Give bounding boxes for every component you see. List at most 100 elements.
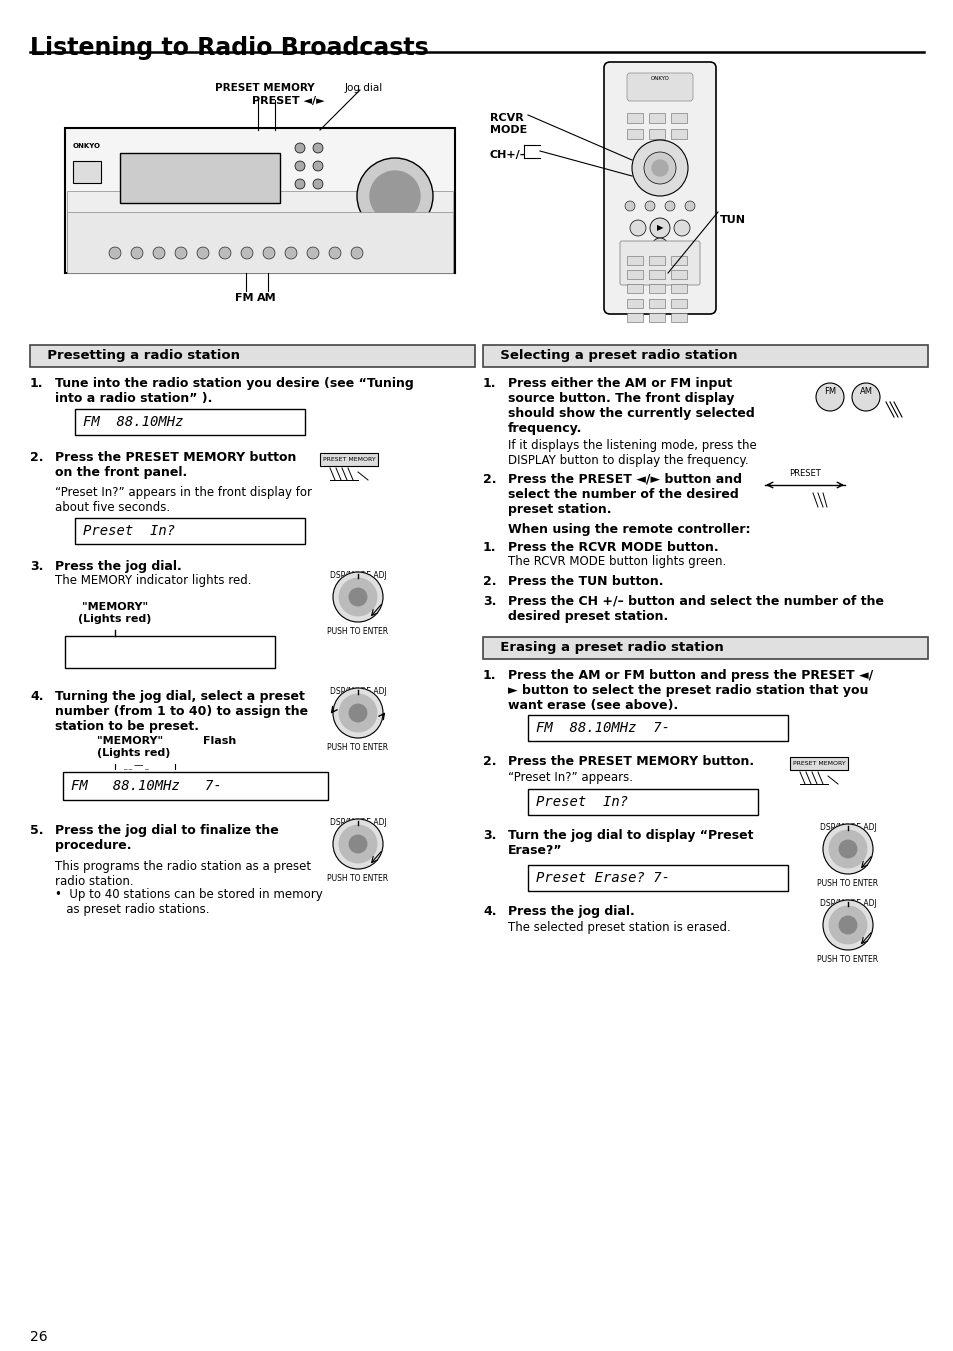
Text: 4.: 4. <box>482 905 496 917</box>
Text: Press the PRESET MEMORY button.: Press the PRESET MEMORY button. <box>507 755 753 767</box>
Bar <box>626 113 642 123</box>
Text: Press the jog dial.: Press the jog dial. <box>507 905 634 917</box>
Bar <box>648 128 664 139</box>
Text: Preset Erase? 7-: Preset Erase? 7- <box>536 871 669 885</box>
Circle shape <box>644 201 655 211</box>
Text: _ _ ── _: _ _ ── _ <box>123 765 149 770</box>
Text: TUN: TUN <box>720 215 745 226</box>
Bar <box>30 345 475 367</box>
Text: FM: FM <box>234 293 253 303</box>
Text: ▶: ▶ <box>656 223 662 232</box>
Circle shape <box>828 831 866 867</box>
Text: 2.: 2. <box>482 576 496 588</box>
Bar <box>482 638 927 659</box>
Text: Press the TUN button.: Press the TUN button. <box>507 576 662 588</box>
Circle shape <box>196 247 209 259</box>
Circle shape <box>313 161 323 172</box>
Text: AM: AM <box>859 388 872 396</box>
Circle shape <box>294 143 305 153</box>
Circle shape <box>851 382 879 411</box>
Bar <box>670 270 686 280</box>
FancyBboxPatch shape <box>626 73 692 101</box>
Bar <box>789 757 847 770</box>
Circle shape <box>349 704 366 721</box>
Text: PRESET MEMORY: PRESET MEMORY <box>792 761 844 766</box>
Circle shape <box>174 247 187 259</box>
Text: 2.: 2. <box>30 451 44 463</box>
Text: Erasing a preset radio station: Erasing a preset radio station <box>491 642 723 654</box>
Text: •  Up to 40 stations can be stored in memory
   as preset radio stations.: • Up to 40 stations can be stored in mem… <box>55 888 322 916</box>
Text: 1.: 1. <box>482 377 496 390</box>
Text: 3.: 3. <box>482 830 496 842</box>
Text: CH+/–: CH+/– <box>490 150 526 159</box>
Bar <box>670 255 686 265</box>
Text: PUSH TO ENTER: PUSH TO ENTER <box>327 743 388 753</box>
Bar <box>626 270 642 280</box>
Text: AM: AM <box>256 293 276 303</box>
Text: Press the CH +/– button and select the number of the
desired preset station.: Press the CH +/– button and select the n… <box>507 594 883 623</box>
Text: 26: 26 <box>30 1329 48 1344</box>
Text: PUSH TO ENTER: PUSH TO ENTER <box>817 955 878 965</box>
Bar <box>670 313 686 322</box>
FancyBboxPatch shape <box>603 62 716 313</box>
Bar <box>648 113 664 123</box>
Circle shape <box>822 900 872 950</box>
Text: Press the PRESET ◄/► button and
select the number of the desired
preset station.: Press the PRESET ◄/► button and select t… <box>507 473 741 516</box>
Circle shape <box>339 694 376 732</box>
Text: The MEMORY indicator lights red.: The MEMORY indicator lights red. <box>55 574 252 586</box>
Text: PRESET MEMORY: PRESET MEMORY <box>322 457 375 462</box>
Circle shape <box>263 247 274 259</box>
Circle shape <box>629 220 645 236</box>
Bar <box>670 284 686 293</box>
Circle shape <box>294 178 305 189</box>
Bar <box>626 284 642 293</box>
Bar <box>527 715 787 740</box>
Circle shape <box>356 158 433 234</box>
Circle shape <box>684 201 695 211</box>
Text: FM  88.10MHz  7-: FM 88.10MHz 7- <box>536 721 669 735</box>
Text: 2.: 2. <box>482 473 496 486</box>
Text: DSP/MODE ADJ: DSP/MODE ADJ <box>330 817 386 827</box>
Text: 1.: 1. <box>482 669 496 682</box>
Bar <box>527 789 758 815</box>
Text: DSP/MODE ADJ: DSP/MODE ADJ <box>819 898 876 908</box>
Circle shape <box>241 247 253 259</box>
Text: If it displays the listening mode, press the
DISPLAY button to display the frequ: If it displays the listening mode, press… <box>507 439 756 467</box>
Bar <box>626 128 642 139</box>
Circle shape <box>370 172 419 222</box>
Text: Selecting a preset radio station: Selecting a preset radio station <box>491 350 737 362</box>
Text: Turning the jog dial, select a preset
number (from 1 to 40) to assign the
statio: Turning the jog dial, select a preset nu… <box>55 690 308 734</box>
Text: DSP/MODE ADJ: DSP/MODE ADJ <box>819 823 876 832</box>
Circle shape <box>131 247 143 259</box>
Text: DSP/MODE ADJ: DSP/MODE ADJ <box>330 571 386 580</box>
Circle shape <box>329 247 340 259</box>
Bar <box>120 153 280 203</box>
Circle shape <box>624 201 635 211</box>
Circle shape <box>294 161 305 172</box>
FancyBboxPatch shape <box>619 240 700 285</box>
Circle shape <box>351 247 363 259</box>
Text: ONKYO: ONKYO <box>650 76 669 81</box>
Text: Press the AM or FM button and press the PRESET ◄/
► button to select the preset : Press the AM or FM button and press the … <box>507 669 872 712</box>
Bar <box>65 128 455 273</box>
Circle shape <box>349 588 366 605</box>
Circle shape <box>643 153 676 184</box>
Bar <box>648 284 664 293</box>
Bar <box>670 128 686 139</box>
Bar <box>319 453 377 466</box>
Circle shape <box>349 835 366 852</box>
Text: 2.: 2. <box>482 755 496 767</box>
Text: Listening to Radio Broadcasts: Listening to Radio Broadcasts <box>30 36 428 59</box>
Circle shape <box>307 247 318 259</box>
Circle shape <box>333 571 382 621</box>
Bar <box>648 270 664 280</box>
Bar <box>648 255 664 265</box>
Circle shape <box>815 382 843 411</box>
Circle shape <box>822 824 872 874</box>
Text: Press the RCVR MODE button.: Press the RCVR MODE button. <box>507 540 718 554</box>
Bar <box>67 192 453 272</box>
Bar <box>670 299 686 308</box>
Text: 1.: 1. <box>482 540 496 554</box>
Circle shape <box>651 159 667 176</box>
Text: 3.: 3. <box>30 561 43 573</box>
